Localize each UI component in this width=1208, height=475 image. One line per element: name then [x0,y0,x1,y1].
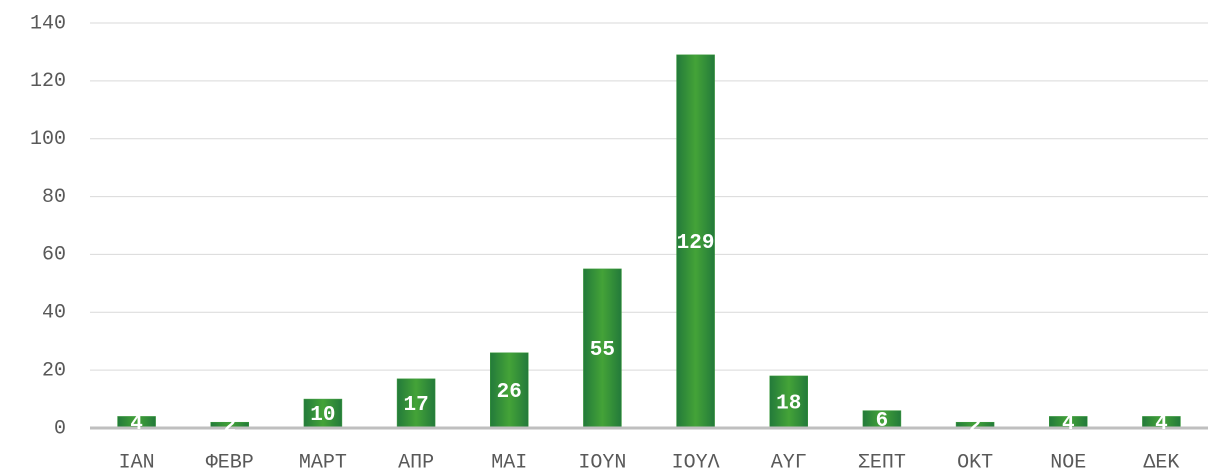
value-label: 2 [223,416,236,439]
y-tick-label: 140 [30,12,66,35]
bar [490,352,529,429]
value-label: 10 [310,404,335,427]
x-tick-label: ΙΟΥΝ [578,451,626,474]
value-label: 4 [130,413,143,436]
x-tick-label: ΝΟΕ [1050,451,1086,474]
x-tick-label: ΙΟΥΛ [672,451,720,474]
y-tick-label: 0 [54,417,66,440]
x-tick-label: ΜΑΡΤ [299,451,347,474]
y-tick-label: 80 [42,186,66,209]
x-tick-label: ΦΕΒΡ [206,451,254,474]
x-tick-label: ΣΕΠΤ [858,451,906,474]
bar [396,378,436,429]
y-tick-label: 20 [42,359,66,382]
value-label: 4 [1062,413,1075,436]
bar [676,54,715,429]
value-label: 18 [776,393,801,416]
bar [769,375,808,429]
value-label: 129 [677,232,715,255]
bar [303,398,343,429]
value-label: 2 [969,416,982,439]
value-label: 17 [403,394,428,417]
x-tick-label: ΟΚΤ [957,451,993,474]
value-label: 6 [876,410,889,433]
x-tick-label: ΜΑΙ [491,451,527,474]
x-tick-label: ΑΠΡ [398,451,434,474]
x-tick-label: ΔΕΚ [1143,451,1179,474]
x-tick-label: ΑΥΓ [771,451,807,474]
y-tick-label: 60 [42,244,66,267]
value-label: 55 [590,339,615,362]
y-tick-label: 120 [30,70,66,93]
y-tick-label: 100 [30,128,66,151]
bar [583,268,622,429]
y-tick-label: 40 [42,302,66,325]
value-label: 4 [1155,413,1168,436]
value-label: 26 [497,381,522,404]
x-tick-label: ΙΑΝ [119,451,155,474]
